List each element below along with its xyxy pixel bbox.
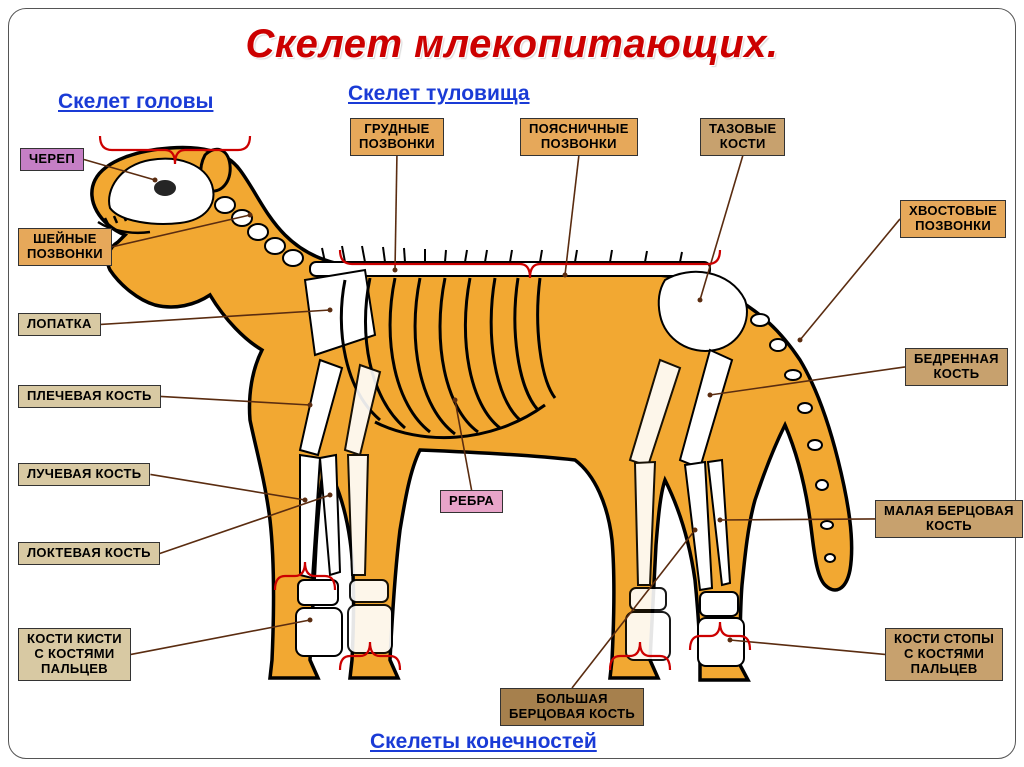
link-trunk-skeleton[interactable]: Скелет туловища [348,82,530,106]
label-skull: ЧЕРЕП [20,148,84,171]
label-radius: ЛУЧЕВАЯ КОСТЬ [18,463,150,486]
label-ribs: РЕБРА [440,490,503,513]
label-caudal: ХВОСТОВЫЕ ПОЗВОНКИ [900,200,1006,238]
label-foot: КОСТИ СТОПЫ С КОСТЯМИ ПАЛЬЦЕВ [885,628,1003,681]
label-humerus: ПЛЕЧЕВАЯ КОСТЬ [18,385,161,408]
link-head-skeleton[interactable]: Скелет головы [58,90,213,114]
diagram-title: Скелет млекопитающих. [0,22,1024,67]
label-lumbar: ПОЯСНИЧНЫЕ ПОЗВОНКИ [520,118,638,156]
label-thoracic: ГРУДНЫЕ ПОЗВОНКИ [350,118,444,156]
diagram-frame [8,8,1016,759]
label-tibia: БОЛЬШАЯ БЕРЦОВАЯ КОСТЬ [500,688,644,726]
label-ulna: ЛОКТЕВАЯ КОСТЬ [18,542,160,565]
link-limb-skeleton[interactable]: Скелеты конечностей [370,730,597,754]
label-scapula: ЛОПАТКА [18,313,101,336]
label-femur: БЕДРЕННАЯ КОСТЬ [905,348,1008,386]
label-cervical: ШЕЙНЫЕ ПОЗВОНКИ [18,228,112,266]
label-hand: КОСТИ КИСТИ С КОСТЯМИ ПАЛЬЦЕВ [18,628,131,681]
label-pelvis: ТАЗОВЫЕ КОСТИ [700,118,785,156]
label-fibula: МАЛАЯ БЕРЦОВАЯ КОСТЬ [875,500,1023,538]
